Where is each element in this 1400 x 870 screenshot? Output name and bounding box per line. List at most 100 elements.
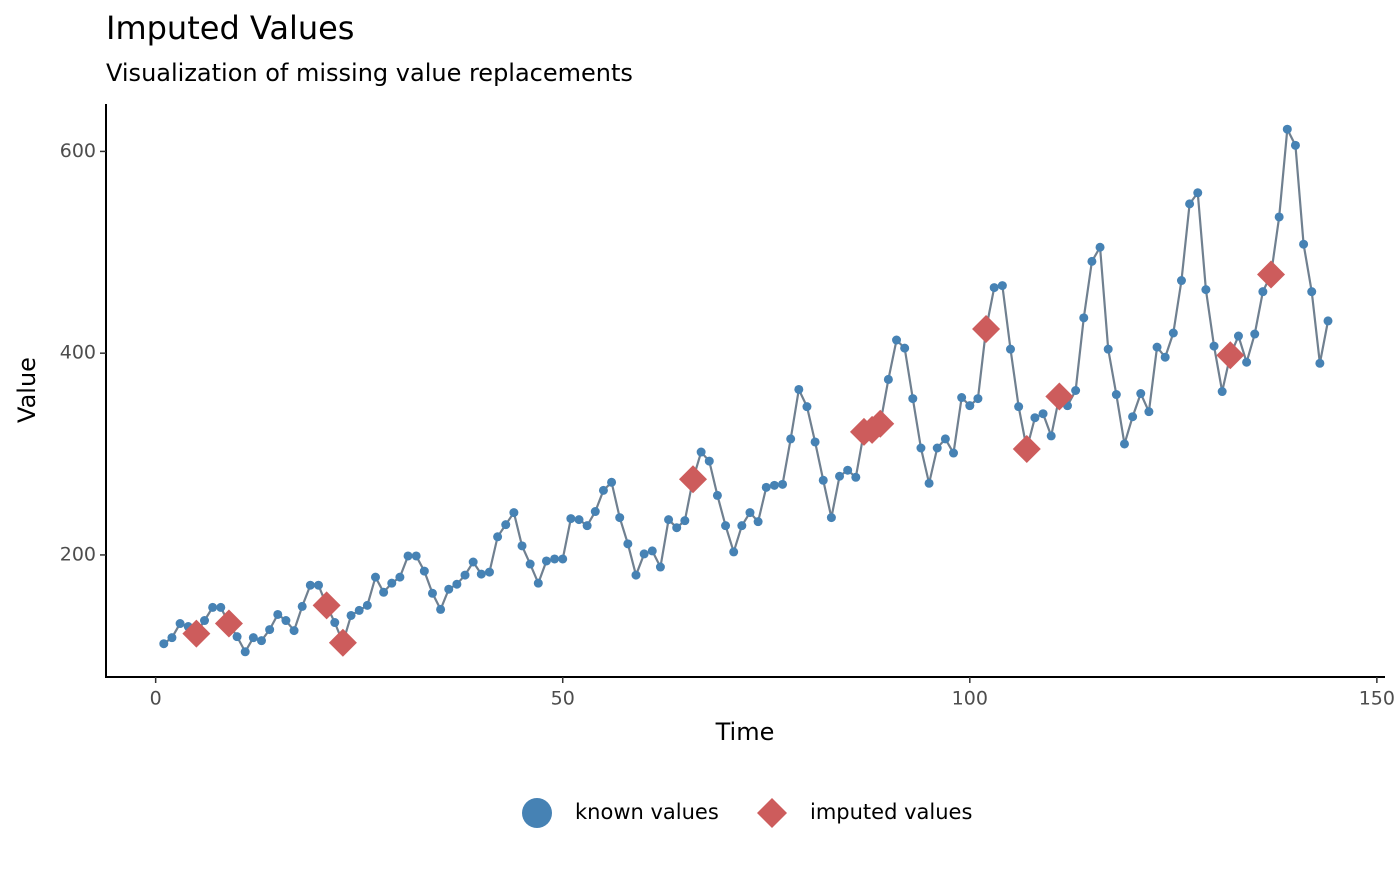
known-point — [672, 523, 682, 533]
known-point — [1185, 199, 1195, 209]
known-point — [745, 508, 755, 518]
known-point — [1005, 344, 1015, 354]
x-tick-label: 50 — [551, 688, 575, 710]
x-tick-label: 100 — [952, 688, 988, 710]
known-point — [737, 521, 747, 531]
known-point — [305, 580, 315, 590]
known-point — [1274, 212, 1284, 222]
known-point — [997, 281, 1007, 291]
known-point — [1152, 342, 1162, 352]
imputed-point — [1012, 435, 1041, 464]
known-point — [379, 587, 389, 597]
known-point — [623, 539, 633, 549]
known-point — [574, 515, 584, 525]
known-point — [240, 647, 250, 657]
imputed-point — [866, 409, 895, 438]
known-point — [387, 578, 397, 588]
known-point — [248, 633, 258, 643]
y-tick-label: 200 — [60, 543, 96, 565]
known-point — [550, 554, 560, 564]
known-point — [1193, 188, 1203, 198]
known-point — [330, 618, 340, 628]
known-point — [1217, 387, 1227, 397]
known-point — [265, 625, 275, 635]
known-point — [1176, 276, 1186, 286]
legend-label: imputed values — [810, 800, 972, 824]
known-point — [582, 521, 592, 531]
known-point — [932, 443, 942, 453]
known-point — [989, 283, 999, 293]
imputed-point — [1257, 260, 1286, 289]
known-point — [883, 374, 893, 384]
imputed-point — [678, 465, 707, 494]
known-point — [729, 547, 739, 557]
known-point — [1087, 256, 1097, 266]
known-point — [590, 507, 600, 517]
legend-key — [522, 798, 552, 828]
known-point — [664, 515, 674, 525]
known-point — [721, 521, 731, 531]
known-point — [1201, 285, 1211, 295]
known-point — [843, 465, 853, 475]
imputed-point — [182, 619, 211, 648]
known-point — [940, 434, 950, 444]
known-point — [1299, 239, 1309, 249]
known-point — [541, 556, 551, 566]
known-point — [533, 578, 543, 588]
known-point — [786, 434, 796, 444]
known-point — [1103, 344, 1113, 354]
known-point — [655, 562, 665, 572]
known-point — [1233, 331, 1243, 341]
known-point — [1242, 357, 1252, 367]
known-point — [607, 477, 617, 487]
y-axis-title: Value — [13, 357, 41, 423]
known-point — [403, 551, 413, 561]
imputed-point — [1216, 341, 1245, 370]
known-point — [696, 447, 706, 457]
known-point — [354, 605, 364, 615]
known-point — [558, 554, 568, 564]
known-point — [598, 485, 608, 495]
x-tick-label: 150 — [1359, 688, 1395, 710]
known-point — [631, 570, 641, 580]
known-point — [1290, 140, 1300, 150]
known-point — [949, 448, 959, 458]
legend-key — [757, 798, 787, 828]
known-point — [810, 437, 820, 447]
y-tick-label: 600 — [60, 140, 96, 162]
known-point — [313, 580, 323, 590]
known-point — [1128, 412, 1138, 422]
known-point — [175, 619, 185, 629]
known-point — [444, 584, 454, 594]
known-point — [1136, 389, 1146, 399]
known-point — [802, 402, 812, 412]
known-point — [1144, 407, 1154, 417]
known-point — [965, 401, 975, 411]
known-point — [1315, 358, 1325, 368]
known-point — [1160, 352, 1170, 362]
known-point — [1323, 316, 1333, 326]
legend-label: known values — [575, 800, 719, 824]
known-point — [1258, 287, 1268, 297]
known-point — [1046, 431, 1056, 441]
known-point — [647, 546, 657, 556]
known-point — [346, 610, 356, 620]
imputed-point — [328, 628, 357, 657]
known-point — [484, 567, 494, 577]
known-point — [761, 482, 771, 492]
known-point — [297, 601, 307, 611]
known-point — [1038, 409, 1048, 419]
known-point — [1014, 402, 1024, 412]
known-point — [1111, 390, 1121, 400]
known-point — [256, 636, 266, 646]
known-point — [835, 471, 845, 481]
known-point — [273, 609, 283, 619]
known-point — [973, 394, 983, 404]
known-point — [468, 557, 478, 567]
known-point — [1030, 413, 1040, 423]
chart-subtitle: Visualization of missing value replaceme… — [106, 59, 633, 87]
series-line — [163, 125, 1330, 655]
known-point — [712, 490, 722, 500]
known-point — [957, 393, 967, 403]
known-point — [1079, 313, 1089, 323]
